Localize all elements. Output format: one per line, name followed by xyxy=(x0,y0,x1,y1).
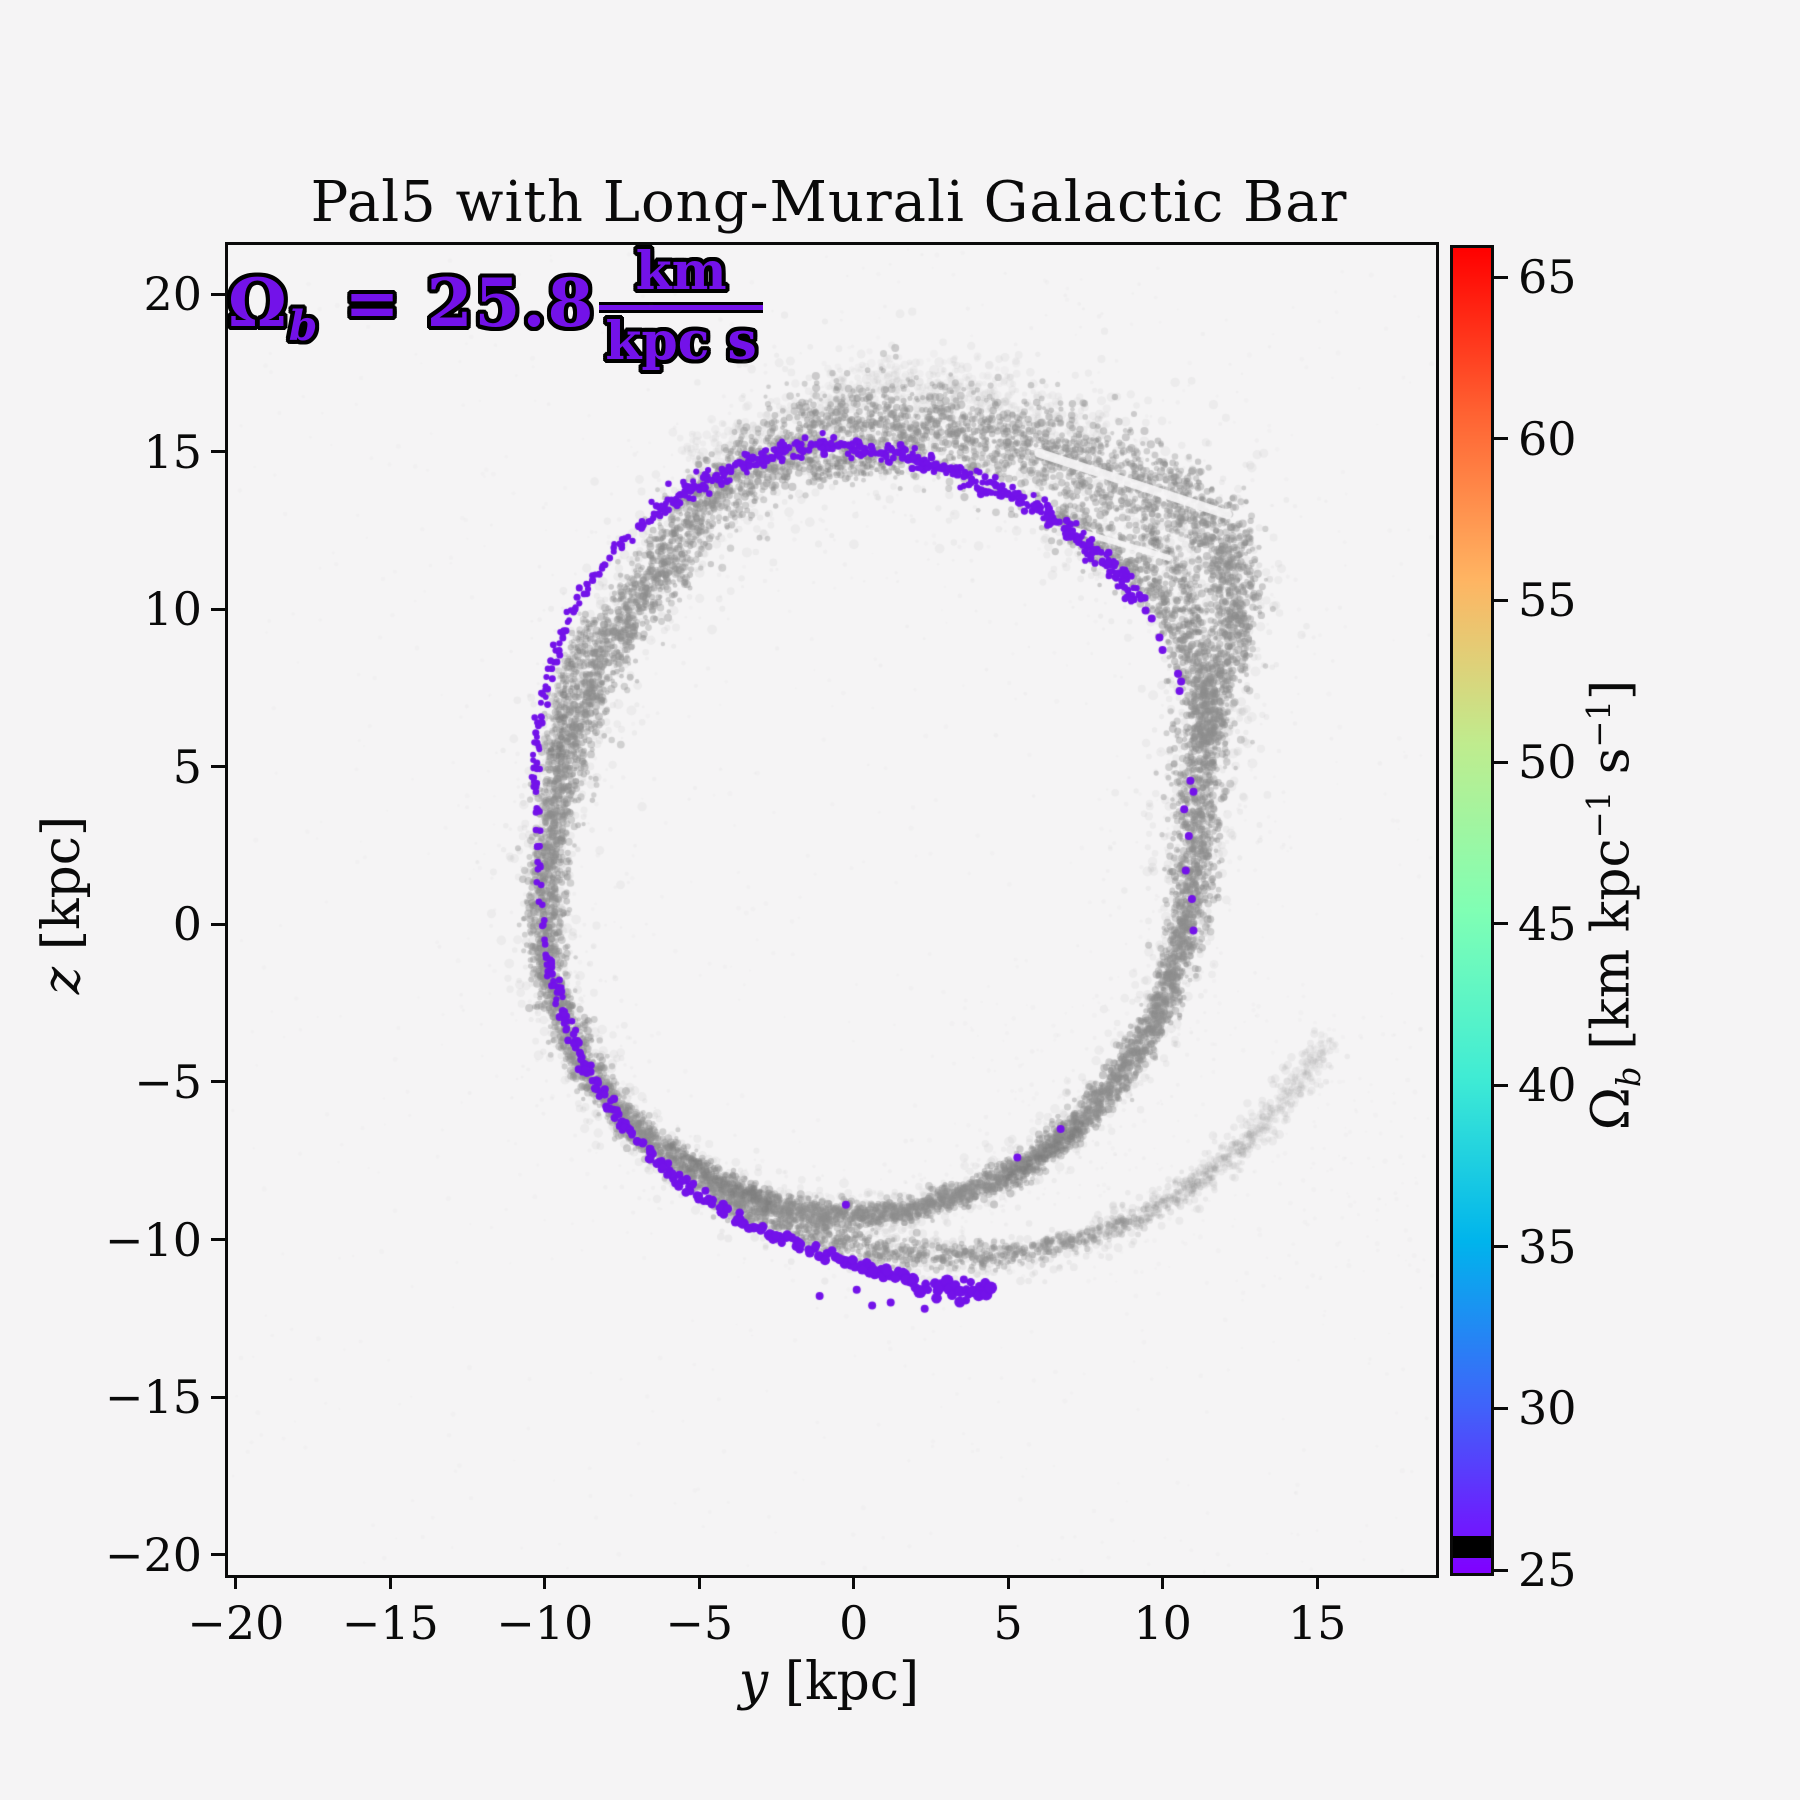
y-tick-label: 15 xyxy=(143,424,202,479)
colorbar-tick-mark xyxy=(1494,598,1508,602)
colorbar-tick-mark xyxy=(1494,437,1508,441)
colorbar-tick-mark xyxy=(1494,1568,1508,1572)
colorbar-current-value-marker xyxy=(1453,1535,1491,1559)
x-axis-label: y [kpc] xyxy=(738,1652,920,1712)
x-tick-mark xyxy=(1161,1575,1165,1589)
y-tick-mark xyxy=(211,1553,225,1557)
x-tick-label: 0 xyxy=(839,1596,869,1650)
x-tick-label: 5 xyxy=(993,1596,1023,1650)
colorbar-tick-label: 30 xyxy=(1518,1381,1577,1436)
chart-title: Pal5 with Long-Murali Galactic Bar xyxy=(310,170,1348,235)
y-tick-mark xyxy=(211,765,225,769)
colorbar-tick-label: 40 xyxy=(1518,1058,1577,1113)
x-tick-label: −15 xyxy=(341,1596,439,1650)
x-tick-label: −5 xyxy=(665,1596,734,1650)
y-tick-mark xyxy=(211,1238,225,1241)
colorbar-tick-mark xyxy=(1494,1406,1508,1410)
colorbar-label: Ωb [km kpc−1 s−1] xyxy=(1580,679,1648,1131)
colorbar-tick-label: 55 xyxy=(1518,573,1577,628)
colorbar-tick-mark xyxy=(1494,1083,1508,1087)
colorbar-tick-label: 65 xyxy=(1518,250,1577,305)
x-tick-label: −20 xyxy=(187,1596,285,1650)
x-tick-mark xyxy=(1006,1575,1010,1589)
x-tick-mark xyxy=(697,1575,701,1589)
x-tick-mark xyxy=(388,1575,392,1589)
colorbar-tick-label: 50 xyxy=(1518,735,1577,790)
x-tick-mark xyxy=(1315,1575,1319,1589)
colorbar-tick-label: 25 xyxy=(1518,1543,1577,1597)
y-tick-label: 0 xyxy=(172,897,202,952)
colorbar-tick-label: 35 xyxy=(1518,1219,1577,1274)
x-tick-label: −10 xyxy=(496,1596,594,1650)
y-tick-label: −5 xyxy=(134,1054,202,1109)
x-tick-mark xyxy=(543,1575,547,1589)
x-tick-label: 10 xyxy=(1133,1596,1192,1650)
colorbar-tick-mark xyxy=(1494,760,1508,764)
y-tick-mark xyxy=(211,450,225,454)
y-tick-mark xyxy=(211,922,225,926)
colorbar xyxy=(1450,245,1494,1576)
y-tick-label: −10 xyxy=(104,1212,202,1267)
y-tick-label: 5 xyxy=(172,739,202,794)
y-tick-label: −20 xyxy=(104,1527,202,1582)
colorbar-tick-label: 45 xyxy=(1518,896,1577,951)
colorbar-tick-mark xyxy=(1494,275,1508,279)
y-tick-mark xyxy=(211,1080,225,1084)
y-tick-label: 10 xyxy=(143,582,202,637)
y-tick-mark xyxy=(211,292,225,296)
colorbar-tick-label: 60 xyxy=(1518,411,1577,466)
y-tick-mark xyxy=(211,607,225,611)
x-tick-mark xyxy=(852,1575,856,1589)
colorbar-tick-mark xyxy=(1494,1245,1508,1249)
x-tick-mark xyxy=(234,1575,238,1589)
y-tick-label: −15 xyxy=(104,1370,202,1425)
y-tick-mark xyxy=(211,1395,225,1399)
x-tick-label: 15 xyxy=(1287,1596,1347,1650)
plot-area: Ωb = 25.8 km kpc s xyxy=(225,242,1439,1578)
colorbar-tick-mark xyxy=(1494,922,1508,926)
scatter-canvas xyxy=(228,245,1436,1575)
y-tick-label: 20 xyxy=(143,267,202,321)
